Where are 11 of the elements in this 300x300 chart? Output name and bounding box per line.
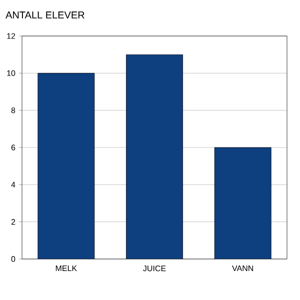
y-tick-label: 4 (11, 182, 16, 188)
x-tick-label: MELK (56, 266, 77, 272)
y-tick-label: 8 (11, 108, 16, 114)
y-tick-label: 2 (11, 219, 16, 225)
y-tick-label: 6 (11, 144, 16, 150)
y-tick-label: 12 (7, 33, 16, 39)
chart-title: ANTALL ELEVER (6, 12, 84, 18)
y-tick-label: 10 (7, 70, 16, 76)
x-tick-label: JUICE (143, 266, 166, 272)
x-tick-label: VANN (232, 266, 254, 272)
y-tick-label: 0 (11, 256, 16, 262)
